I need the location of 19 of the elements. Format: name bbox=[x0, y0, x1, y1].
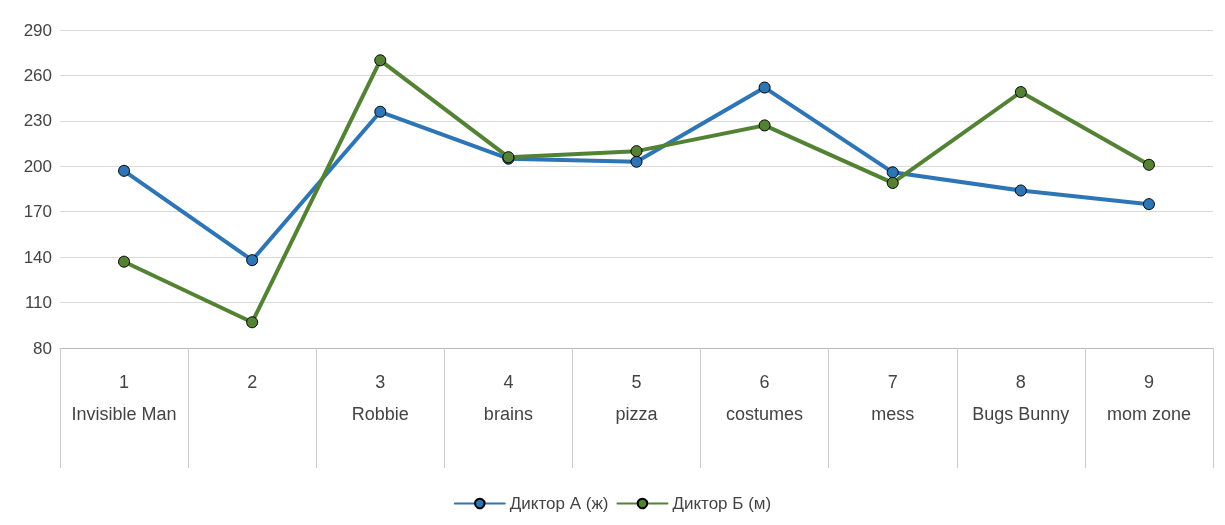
x-tick-label: 2 bbox=[247, 372, 258, 392]
x-tick-label: 1 Invisible Man bbox=[71, 372, 177, 424]
y-tick-label: 200 bbox=[23, 156, 52, 176]
x-tick-label: 4 brains bbox=[483, 372, 533, 424]
y-tick-label: 260 bbox=[23, 65, 52, 85]
x-tick-label: 8 Bugs Bunny bbox=[972, 372, 1070, 424]
x-tick-label: 3 Robbie bbox=[351, 372, 409, 424]
legend-label: Диктор Б (м) bbox=[672, 494, 772, 513]
y-tick-label: 290 bbox=[23, 20, 52, 40]
legend-label: Диктор А (ж) bbox=[509, 494, 609, 513]
y-tick-label: 230 bbox=[23, 111, 52, 131]
x-tick-label: 5 pizza bbox=[615, 372, 659, 424]
x-tick-label: 9 mom zone bbox=[1106, 372, 1191, 424]
x-tick-label: 6 costumes bbox=[726, 372, 804, 424]
y-tick-label: 170 bbox=[23, 202, 52, 222]
y-tick-label: 110 bbox=[24, 293, 52, 313]
x-tick-label: 7 mess bbox=[871, 372, 915, 424]
y-tick-label: 80 bbox=[33, 338, 52, 358]
y-tick-label: 140 bbox=[23, 247, 52, 267]
